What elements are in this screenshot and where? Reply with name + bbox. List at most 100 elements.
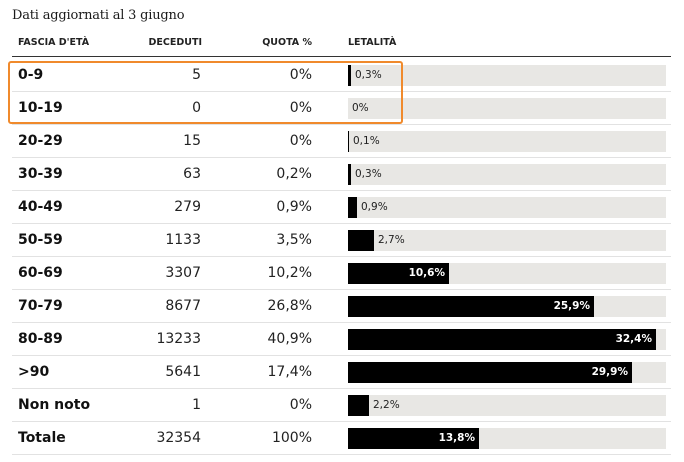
age-group-label: 50-59 bbox=[18, 232, 63, 248]
lethality-bar bbox=[348, 362, 632, 383]
row-divider bbox=[12, 190, 671, 191]
lethality-data-label: 0,1% bbox=[353, 135, 380, 147]
table-row: 10-19 0 0% 0% bbox=[12, 92, 671, 125]
table-row: 30-39 63 0,2% 0,3% bbox=[12, 158, 671, 191]
header-deceased: DECEDUTI bbox=[148, 37, 202, 48]
age-group-label: >90 bbox=[18, 364, 50, 380]
share-value: 10,2% bbox=[267, 265, 312, 281]
lethality-data-label: 29,9% bbox=[591, 366, 628, 378]
deceased-value: 3307 bbox=[165, 265, 201, 281]
row-divider bbox=[12, 256, 671, 257]
table-row: 70-79 8677 26,8% 25,9% bbox=[12, 290, 671, 323]
row-divider bbox=[12, 157, 671, 158]
lethality-bar bbox=[348, 263, 449, 284]
lethality-bar-track: 2,2% bbox=[348, 395, 666, 416]
table-row: >90 5641 17,4% 29,9% bbox=[12, 356, 671, 389]
share-value: 0,9% bbox=[276, 199, 312, 215]
lethality-bar-track: 0,1% bbox=[348, 131, 666, 152]
lethality-bar-track: 25,9% bbox=[348, 296, 666, 317]
deceased-value: 63 bbox=[183, 166, 201, 182]
lethality-data-label: 25,9% bbox=[553, 300, 590, 312]
lethality-bar-track: 32,4% bbox=[348, 329, 666, 350]
share-value: 0% bbox=[289, 67, 312, 83]
lethality-data-label: 0,3% bbox=[355, 69, 382, 81]
lethality-bar bbox=[348, 296, 594, 317]
row-divider bbox=[12, 355, 671, 356]
row-divider bbox=[12, 454, 671, 455]
share-value: 3,5% bbox=[276, 232, 312, 248]
chart-subtitle: Dati aggiornati al 3 giugno bbox=[12, 8, 185, 23]
deceased-value: 13233 bbox=[156, 331, 201, 347]
row-divider bbox=[12, 421, 671, 422]
lethality-bar bbox=[348, 230, 374, 251]
lethality-bar bbox=[348, 428, 479, 449]
share-value: 0% bbox=[289, 100, 312, 116]
deceased-value: 8677 bbox=[165, 298, 201, 314]
age-group-label: 40-49 bbox=[18, 199, 63, 215]
lethality-bar-track: 10,6% bbox=[348, 263, 666, 284]
row-divider bbox=[12, 289, 671, 290]
share-value: 100% bbox=[271, 430, 312, 446]
row-divider bbox=[12, 322, 671, 323]
lethality-data-label: 13,8% bbox=[438, 432, 475, 444]
deceased-value: 15 bbox=[183, 133, 201, 149]
lethality-bar-track: 0,3% bbox=[348, 164, 666, 185]
lethality-bar bbox=[348, 395, 369, 416]
lethality-bar-track: 29,9% bbox=[348, 362, 666, 383]
deceased-value: 0 bbox=[192, 100, 201, 116]
age-group-label: Non noto bbox=[18, 397, 91, 413]
share-value: 26,8% bbox=[267, 298, 312, 314]
row-divider bbox=[12, 91, 671, 92]
header-age-group: FASCIA D'ETÀ bbox=[18, 37, 90, 48]
lethality-bar-track: 13,8% bbox=[348, 428, 666, 449]
row-divider bbox=[12, 124, 671, 125]
lethality-bar-track: 0,9% bbox=[348, 197, 666, 218]
lethality-data-label: 32,4% bbox=[615, 333, 652, 345]
lethality-bar bbox=[348, 329, 656, 350]
table-row: 20-29 15 0% 0,1% bbox=[12, 125, 671, 158]
share-value: 17,4% bbox=[267, 364, 312, 380]
deceased-value: 5 bbox=[192, 67, 201, 83]
age-group-label: 70-79 bbox=[18, 298, 63, 314]
lethality-data-label: 2,7% bbox=[378, 234, 405, 246]
lethality-bar bbox=[348, 197, 357, 218]
lethality-bar-track: 0,3% bbox=[348, 65, 666, 86]
age-group-label: 10-19 bbox=[18, 100, 63, 116]
share-value: 0,2% bbox=[276, 166, 312, 182]
lethality-bar-track: 0% bbox=[348, 98, 666, 119]
table-row: 80-89 13233 40,9% 32,4% bbox=[12, 323, 671, 356]
lethality-data-label: 0% bbox=[352, 102, 369, 114]
lethality-data-label: 0,3% bbox=[355, 168, 382, 180]
deceased-value: 1 bbox=[192, 397, 201, 413]
table-row: Totale 32354 100% 13,8% bbox=[12, 422, 671, 455]
lethality-bar bbox=[348, 131, 349, 152]
age-group-label: 60-69 bbox=[18, 265, 63, 281]
age-group-label: 20-29 bbox=[18, 133, 63, 149]
age-group-label: 80-89 bbox=[18, 331, 63, 347]
age-group-label: 0-9 bbox=[18, 67, 44, 83]
deceased-value: 279 bbox=[174, 199, 201, 215]
header-share: QUOTA % bbox=[262, 37, 312, 48]
table-row: 60-69 3307 10,2% 10,6% bbox=[12, 257, 671, 290]
table-row: Non noto 1 0% 2,2% bbox=[12, 389, 671, 422]
table-row: 40-49 279 0,9% 0,9% bbox=[12, 191, 671, 224]
deceased-value: 32354 bbox=[156, 430, 201, 446]
deceased-value: 1133 bbox=[165, 232, 201, 248]
table-row: 0-9 5 0% 0,3% bbox=[12, 59, 671, 92]
row-divider bbox=[12, 223, 671, 224]
lethality-data-label: 10,6% bbox=[408, 267, 445, 279]
share-value: 0% bbox=[289, 397, 312, 413]
row-divider bbox=[12, 388, 671, 389]
header-divider bbox=[12, 56, 671, 57]
lethality-data-label: 2,2% bbox=[373, 399, 400, 411]
lethality-bar bbox=[348, 164, 351, 185]
age-group-label: 30-39 bbox=[18, 166, 63, 182]
deceased-value: 5641 bbox=[165, 364, 201, 380]
table-row: 50-59 1133 3,5% 2,7% bbox=[12, 224, 671, 257]
share-value: 0% bbox=[289, 133, 312, 149]
lethality-bar bbox=[348, 65, 351, 86]
header-lethality: LETALITÀ bbox=[348, 37, 397, 48]
share-value: 40,9% bbox=[267, 331, 312, 347]
lethality-data-label: 0,9% bbox=[361, 201, 388, 213]
lethality-bar-track: 2,7% bbox=[348, 230, 666, 251]
